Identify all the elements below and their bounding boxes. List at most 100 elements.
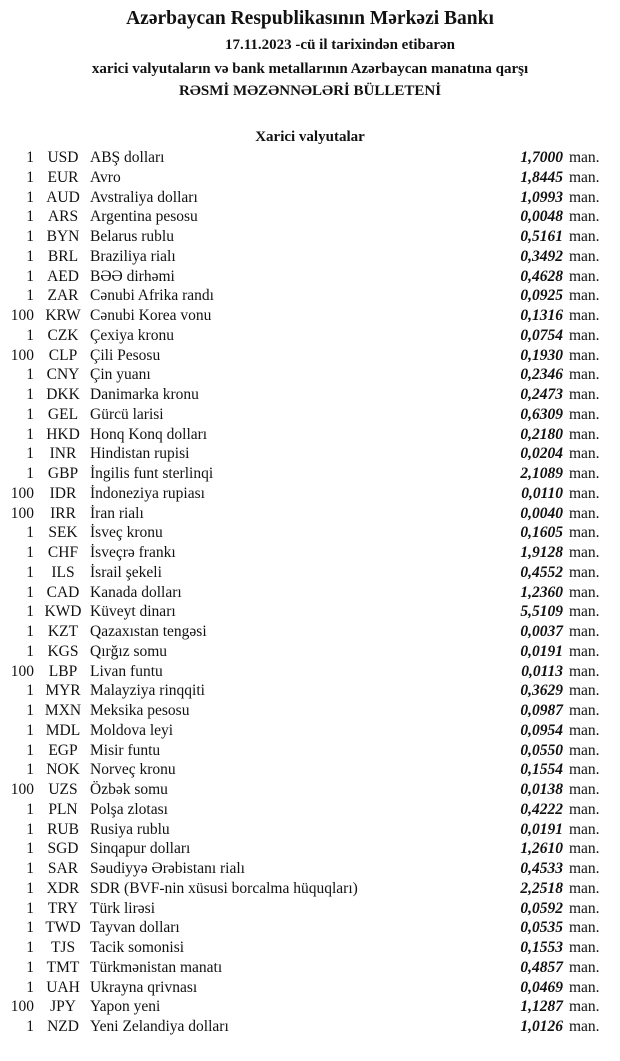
- nominal: 1: [26, 583, 34, 601]
- rate-value: 0,6309: [520, 405, 563, 423]
- rate-row-pln: 1 PLN Polşa zlotası 0,4222 man.: [0, 800, 620, 820]
- unit-label: man.: [569, 919, 600, 937]
- currency-code: TMT: [46, 958, 80, 976]
- currency-code: PLN: [48, 800, 78, 818]
- unit-label: man.: [569, 603, 600, 621]
- nominal: 1: [26, 445, 34, 463]
- unit-label: man.: [569, 781, 600, 798]
- rate-row-uzs: 100 UZS Özbək somu 0,0138 man.: [0, 780, 620, 800]
- currency-name: Livan funtu: [90, 662, 163, 680]
- nominal: 1: [26, 149, 34, 166]
- rate-row-dkk: 1 DKK Danimarka kronu 0,2473 man.: [0, 385, 620, 405]
- rate-row-byn: 1 BYN Belarus rublu 0,5161 man.: [0, 227, 620, 247]
- currency-code: GBP: [47, 465, 79, 482]
- nominal: 1: [26, 741, 34, 759]
- currency-name: Qırğız somu: [90, 642, 168, 660]
- currency-code: CNY: [46, 366, 80, 384]
- rate-value: 0,0987: [520, 702, 563, 719]
- rate-row-tjs: 1 TJS Tacik somonisi 0,1553 man.: [0, 938, 620, 958]
- rate-row-tmt: 1 TMT Türkmənistan manatı 0,4857 man.: [0, 958, 620, 978]
- currency-name: Çili Pesosu: [90, 346, 161, 364]
- currency-code: UZS: [48, 781, 78, 798]
- unit-label: man.: [569, 642, 600, 660]
- rate-row-kwd: 1 KWD Küveyt dinarı 5,5109 man.: [0, 602, 620, 622]
- currency-code: ILS: [51, 563, 75, 581]
- rate-value: 0,0754: [520, 326, 563, 344]
- nominal: 100: [10, 484, 34, 502]
- currency-code: RUB: [47, 820, 79, 838]
- currency-code: AUD: [46, 188, 80, 206]
- currency-name: Cənubi Afrika randı: [90, 287, 214, 305]
- rate-row-aud: 1 AUD Avstraliya dolları 1,0993 man.: [0, 188, 620, 208]
- nominal: 1: [26, 267, 34, 285]
- nominal: 1: [26, 188, 34, 206]
- nominal: 1: [26, 820, 34, 838]
- nominal: 1: [26, 761, 34, 779]
- bulletin-title: RƏSMİ MƏZƏNNƏLƏRİ BÜLLETENİ: [178, 83, 442, 99]
- currency-name: Küveyt dinarı: [90, 603, 176, 621]
- nominal: 1: [26, 642, 34, 660]
- rate-value: 0,3492: [520, 247, 563, 265]
- rate-row-myr: 1 MYR Malayziya rinqqiti 0,3629 man.: [0, 681, 620, 701]
- currency-code: TRY: [47, 899, 79, 917]
- currency-code: KRW: [45, 307, 81, 324]
- rate-row-lbp: 100 LBP Livan funtu 0,0113 man.: [0, 662, 620, 682]
- currency-name: Avstraliya dolları: [90, 188, 198, 206]
- currency-code: MYR: [45, 682, 81, 700]
- unit-label: man.: [569, 800, 600, 818]
- nominal: 100: [10, 662, 34, 680]
- rate-value: 0,1605: [520, 524, 563, 542]
- rate-value: 0,0048: [520, 208, 563, 226]
- currency-name: Özbək somu: [90, 781, 168, 798]
- rate-row-egp: 1 EGP Misir funtu 0,0550 man.: [0, 741, 620, 761]
- rates-table: 1 USD ABŞ dolları 1,7000 man. 1 EUR Avro 1,8445 m…: [0, 148, 620, 1037]
- unit-label: man.: [569, 860, 600, 877]
- unit-label: man.: [569, 879, 600, 897]
- rate-row-nzd: 1 NZD Yeni Zelandiya dolları 1,0126 man.: [0, 1017, 620, 1037]
- currency-name: Honq Konq dolları: [90, 425, 208, 443]
- currency-name: Ukrayna qrivnası: [90, 978, 198, 996]
- rate-row-jpy: 100 JPY Yapon yeni 1,1287 man.: [0, 997, 620, 1017]
- nominal: 1: [26, 563, 34, 581]
- rate-value: 1,2610: [520, 840, 563, 858]
- nominal: 1: [26, 386, 34, 403]
- nominal: 1: [26, 326, 34, 344]
- currency-name: İngilis funt sterlinqi: [90, 465, 214, 482]
- rate-value: 0,4628: [520, 267, 563, 285]
- currency-name: Rusiya rublu: [90, 820, 170, 838]
- rate-value: 0,0550: [520, 741, 563, 759]
- currency-code: IDR: [49, 484, 77, 502]
- rate-row-sar: 1 SAR Səudiyyə Ərəbistanı rialı 0,4533 man.: [0, 859, 620, 879]
- currency-name: Malayziya rinqqiti: [90, 682, 205, 700]
- rate-value: 0,2473: [520, 386, 563, 403]
- unit-label: man.: [569, 405, 600, 423]
- currency-name: Türk lirəsi: [90, 899, 155, 917]
- currency-name: Tayvan dolları: [90, 919, 180, 937]
- rate-value: 1,8445: [520, 168, 563, 186]
- rate-value: 0,0535: [520, 919, 563, 937]
- rate-row-xdr: 1 XDR SDR (BVF-nin xüsusi borcalma hüquqla…: [0, 879, 620, 899]
- rate-value: 0,0469: [520, 978, 563, 996]
- rate-row-inr: 1 INR Hindistan rupisi 0,0204 man.: [0, 444, 620, 464]
- rate-value: 1,7000: [520, 149, 563, 166]
- unit-label: man.: [569, 267, 600, 285]
- unit-label: man.: [569, 524, 600, 542]
- nominal: 1: [26, 958, 34, 976]
- nominal: 1: [26, 228, 34, 245]
- document-title: Azərbaycan Respublikasının Mərkəzi Bankı: [126, 8, 494, 29]
- rate-value: 0,0191: [520, 820, 563, 838]
- currency-name: Gürcü larisi: [90, 405, 164, 423]
- nominal: 100: [10, 781, 34, 798]
- unit-label: man.: [569, 958, 600, 976]
- unit-label: man.: [569, 484, 600, 502]
- unit-label: man.: [569, 899, 600, 917]
- currency-code: HKD: [46, 425, 80, 443]
- currency-name: İran rialı: [90, 504, 144, 522]
- rate-value: 0,0925: [520, 287, 563, 305]
- nominal: 1: [26, 899, 34, 917]
- currency-code: AED: [47, 267, 79, 285]
- rate-value: 0,0592: [520, 899, 563, 917]
- currency-code: SAR: [47, 860, 79, 877]
- unit-label: man.: [569, 583, 600, 601]
- rate-row-hkd: 1 HKD Honq Konq dolları 0,2180 man.: [0, 425, 620, 445]
